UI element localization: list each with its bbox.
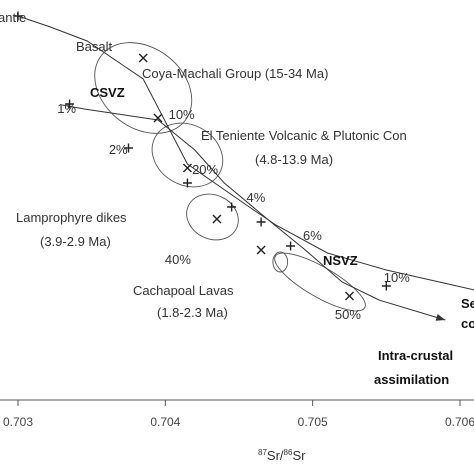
x-tick-label: 0.706 bbox=[445, 415, 474, 429]
x-marker bbox=[153, 113, 163, 123]
x-tick-label: 0.703 bbox=[3, 415, 33, 429]
x-axis-title-suffix: Sr bbox=[292, 448, 306, 463]
mixing-curve-0 bbox=[17, 15, 474, 291]
x-axis-title: 87Sr/86Sr bbox=[258, 448, 306, 463]
label-cachapoal-age: (1.8-2.3 Ma) bbox=[157, 305, 228, 320]
field-ellipse-1 bbox=[151, 122, 224, 188]
label-lamprophyre-age: (3.9-2.9 Ma) bbox=[40, 234, 111, 249]
cross-marker bbox=[182, 178, 192, 188]
mixing-curves bbox=[17, 15, 474, 321]
label-csvz: CSVZ bbox=[90, 85, 125, 100]
cross-marker bbox=[286, 241, 296, 251]
x-marker bbox=[256, 245, 266, 255]
label-nsvz: NSVZ bbox=[323, 253, 358, 268]
x-tick-label: 0.705 bbox=[298, 415, 328, 429]
cross-marker bbox=[124, 143, 133, 153]
x-axis-title-sup1: 87 bbox=[258, 448, 267, 457]
x-axis-ticks: 0.703 0.704 0.705 0.706 bbox=[3, 400, 474, 429]
cross-marker bbox=[65, 99, 75, 109]
field-ellipse-0 bbox=[94, 42, 193, 134]
x-marker bbox=[345, 291, 354, 301]
x-axis-title-sup2: 86 bbox=[284, 448, 293, 457]
label-mantle: antle bbox=[0, 10, 26, 25]
field-ellipse-2 bbox=[186, 193, 239, 241]
label-coya-machali: Coya-Machali Group (15-34 Ma) bbox=[142, 66, 328, 81]
cross-marker bbox=[227, 202, 237, 212]
increment-label: 20% bbox=[192, 162, 218, 177]
label-co: co bbox=[461, 316, 474, 331]
cross-marker bbox=[256, 217, 266, 227]
increment-label: 2% bbox=[109, 142, 128, 157]
increment-label: 10% bbox=[169, 107, 195, 122]
x-marker bbox=[182, 163, 192, 173]
increment-label: 4% bbox=[246, 190, 265, 205]
increment-label: 1% bbox=[57, 101, 76, 116]
increment-label: 40% bbox=[165, 252, 191, 267]
increment-label: 50% bbox=[335, 307, 361, 322]
label-lamprophyre: Lamprophyre dikes bbox=[16, 210, 127, 225]
data-markers bbox=[13, 11, 391, 301]
increment-labels: 1% 2% 4% 6% 10% 10% 20% 40% 50% bbox=[57, 101, 410, 322]
increment-label: 6% bbox=[303, 228, 322, 243]
increment-label: 10% bbox=[384, 270, 410, 285]
field-ellipses bbox=[94, 42, 366, 312]
x-marker bbox=[138, 53, 148, 63]
label-el-teniente-age: (4.8-13.9 Ma) bbox=[255, 152, 333, 167]
field-ellipse-4 bbox=[272, 251, 289, 273]
x-tick-label: 0.704 bbox=[150, 415, 180, 429]
x-marker bbox=[212, 214, 222, 224]
label-el-teniente: El Teniente Volcanic & Plutonic Con bbox=[201, 128, 407, 143]
label-intra-crustal: Intra-crustal bbox=[378, 348, 453, 363]
x-axis-title-mid: Sr/ bbox=[267, 448, 284, 463]
curve-arrowhead-1 bbox=[435, 314, 446, 321]
label-basalt: Basalt bbox=[76, 39, 113, 54]
label-assimilation: assimilation bbox=[374, 372, 449, 387]
label-se: Se bbox=[461, 296, 474, 311]
mixing-curve-1 bbox=[62, 104, 446, 321]
cross-marker bbox=[13, 11, 23, 21]
label-cachapoal: Cachapoal Lavas bbox=[133, 283, 234, 298]
cross-marker bbox=[381, 281, 391, 291]
